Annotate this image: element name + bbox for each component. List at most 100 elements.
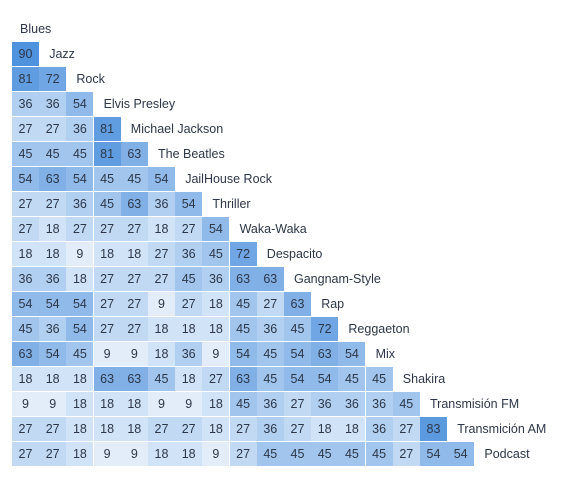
matrix-cell: 27 [39, 192, 67, 216]
matrix-cell: 54 [148, 167, 175, 191]
matrix-cell: 9 [120, 342, 148, 366]
matrix-cell: 54 [66, 292, 94, 316]
matrix-cell: 36 [39, 92, 67, 116]
matrix-cell: 27 [392, 417, 420, 441]
matrix-cell: 27 [175, 417, 203, 441]
matrix-cell: 54 [12, 292, 39, 316]
matrix-cell: 27 [229, 417, 257, 441]
matrix-cell: 18 [66, 442, 94, 466]
matrix-cell: 45 [338, 367, 366, 391]
matrix-cell: 72 [311, 317, 339, 341]
matrix-cell: 72 [229, 242, 257, 266]
matrix-cell: 27 [148, 267, 175, 291]
matrix-cell: 18 [120, 392, 148, 416]
matrix-cell: 27 [12, 192, 39, 216]
row-label: Rap [321, 297, 345, 311]
matrix-cell: 45 [120, 167, 148, 191]
matrix-cell: 18 [148, 217, 175, 241]
matrix-cell: 63 [39, 167, 67, 191]
matrix-cell: 36 [311, 392, 339, 416]
row-label: Elvis Presley [103, 97, 176, 111]
matrix-cell: 27 [120, 267, 148, 291]
matrix-cell: 27 [392, 442, 420, 466]
matrix-cell: 9 [120, 442, 148, 466]
matrix-cell: 9 [39, 392, 67, 416]
matrix-cell: 54 [39, 342, 67, 366]
matrix-cell: 27 [39, 117, 67, 141]
matrix-cell: 27 [120, 292, 148, 316]
matrix-cell: 18 [66, 267, 94, 291]
matrix-cell: 81 [93, 142, 121, 166]
row-label: JailHouse Rock [185, 172, 273, 186]
matrix-cell: 45 [284, 442, 311, 466]
matrix-cell: 18 [93, 417, 121, 441]
matrix-cell: 45 [66, 142, 94, 166]
matrix-cell: 18 [66, 417, 94, 441]
matrix-cell: 36 [256, 417, 284, 441]
row-label: Thriller [212, 197, 251, 211]
matrix-cell: 9 [12, 392, 39, 416]
matrix-cell: 63 [229, 267, 257, 291]
matrix-cell: 27 [175, 292, 203, 316]
matrix-cell: 9 [66, 242, 94, 266]
matrix-cell: 27 [284, 417, 311, 441]
matrix-cell: 45 [256, 442, 284, 466]
matrix-cell: 27 [39, 442, 67, 466]
matrix-cell: 54 [66, 317, 94, 341]
matrix-cell: 27 [284, 392, 311, 416]
matrix-cell: 54 [66, 167, 94, 191]
row-label: Despacito [266, 247, 323, 261]
matrix-cell: 27 [120, 217, 148, 241]
matrix-cell: 54 [39, 292, 67, 316]
matrix-cell: 27 [93, 292, 121, 316]
row-label: Blues [20, 22, 52, 36]
matrix-cell: 18 [202, 292, 230, 316]
matrix-cell: 45 [229, 317, 257, 341]
matrix-cell: 36 [66, 117, 94, 141]
matrix-cell: 63 [120, 142, 148, 166]
row-label: Gangnam-Style [294, 272, 381, 286]
matrix-cell: 18 [39, 367, 67, 391]
row-label: Rock [76, 72, 105, 86]
matrix-cell: 27 [12, 442, 39, 466]
matrix-cell: 54 [338, 342, 366, 366]
matrix-cell: 45 [39, 142, 67, 166]
matrix-cell: 45 [12, 317, 39, 341]
matrix-cell: 36 [256, 392, 284, 416]
matrix-cell: 18 [202, 317, 230, 341]
matrix-cell: 45 [256, 342, 284, 366]
matrix-cell: 45 [175, 267, 203, 291]
matrix-cell: 63 [93, 367, 121, 391]
matrix-cell: 45 [202, 242, 230, 266]
matrix-cell: 45 [229, 292, 257, 316]
matrix-cell: 27 [120, 317, 148, 341]
matrix-cell: 36 [12, 92, 39, 116]
matrix-cell: 18 [93, 392, 121, 416]
matrix-cell: 18 [93, 242, 121, 266]
matrix-cell: 27 [39, 417, 67, 441]
matrix-cell: 9 [175, 392, 203, 416]
matrix-cell: 36 [39, 317, 67, 341]
matrix-cell: 9 [148, 292, 175, 316]
matrix-cell: 36 [39, 267, 67, 291]
matrix-cell: 54 [202, 217, 230, 241]
matrix-cell: 9 [202, 342, 230, 366]
matrix-cell: 81 [12, 67, 39, 91]
row-label: Waka-Waka [239, 222, 307, 236]
matrix-cell: 63 [256, 267, 284, 291]
matrix-cell: 63 [120, 192, 148, 216]
matrix-cell: 63 [12, 342, 39, 366]
matrix-cell: 18 [12, 367, 39, 391]
matrix-cell: 45 [93, 192, 121, 216]
matrix-cell: 18 [338, 417, 366, 441]
matrix-cell: 63 [120, 367, 148, 391]
matrix-cell: 18 [175, 367, 203, 391]
matrix-cell: 54 [311, 367, 339, 391]
matrix-cell: 63 [311, 342, 339, 366]
matrix-cell: 45 [365, 442, 393, 466]
matrix-cell: 27 [175, 217, 203, 241]
matrix-cell: 45 [93, 167, 121, 191]
row-label: Jazz [49, 47, 75, 61]
matrix-cell: 18 [66, 367, 94, 391]
